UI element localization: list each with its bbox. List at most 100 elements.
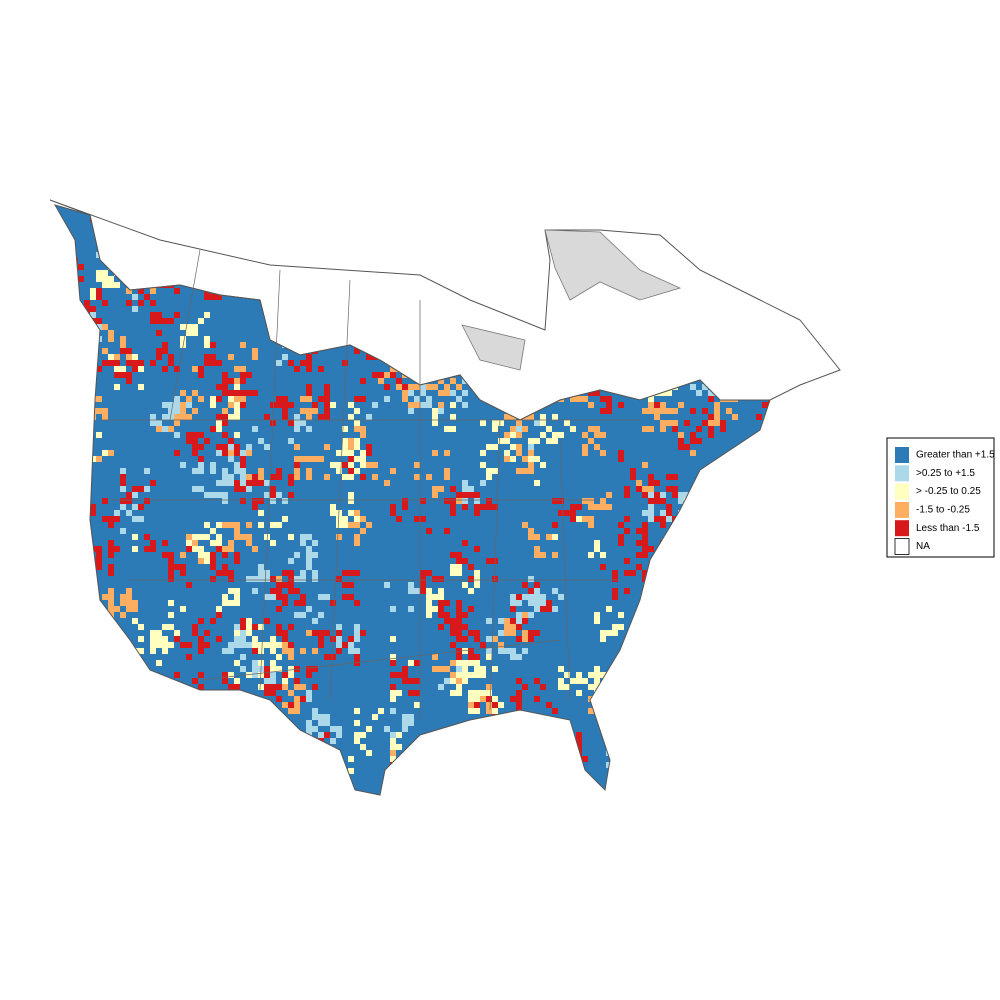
trend-cell: [84, 726, 90, 732]
trend-cell: [624, 810, 630, 816]
trend-cell: [252, 228, 258, 234]
trend-cell: [378, 264, 384, 270]
trend-cell: [240, 654, 246, 660]
trend-cell: [300, 696, 306, 702]
trend-cell: [696, 720, 702, 726]
trend-cell: [522, 714, 528, 720]
trend-cell: [312, 630, 318, 636]
trend-cell: [210, 234, 216, 240]
trend-cell: [72, 486, 78, 492]
trend-cell: [366, 750, 372, 756]
trend-cell: [330, 726, 336, 732]
trend-cell: [726, 246, 732, 252]
trend-cell: [192, 240, 198, 246]
trend-cell: [486, 222, 492, 228]
trend-cell: [84, 336, 90, 342]
trend-cell: [786, 444, 792, 450]
trend-cell: [528, 222, 534, 228]
trend-cell: [552, 438, 558, 444]
trend-cell: [480, 786, 486, 792]
trend-cell: [72, 342, 78, 348]
trend-cell: [96, 366, 102, 372]
trend-cell: [726, 456, 732, 462]
trend-cell: [90, 312, 96, 318]
trend-cell: [558, 732, 564, 738]
trend-cell: [84, 762, 90, 768]
trend-cell: [306, 534, 312, 540]
trend-cell: [516, 420, 522, 426]
trend-cell: [252, 240, 258, 246]
trend-cell: [600, 636, 606, 642]
trend-cell: [678, 756, 684, 762]
trend-cell: [726, 756, 732, 762]
trend-cell: [240, 402, 246, 408]
trend-cell: [390, 690, 396, 696]
trend-cell: [162, 768, 168, 774]
trend-cell: [300, 246, 306, 252]
trend-cell: [222, 546, 228, 552]
trend-cell: [342, 594, 348, 600]
trend-cell: [252, 498, 258, 504]
trend-cell: [708, 744, 714, 750]
trend-cell: [438, 594, 444, 600]
trend-cell: [306, 672, 312, 678]
trend-cell: [168, 570, 174, 576]
trend-cell: [768, 612, 770, 618]
trend-cell: [102, 786, 108, 792]
trend-cell: [270, 594, 276, 600]
trend-cell: [180, 408, 186, 414]
trend-cell: [174, 636, 180, 642]
trend-cell: [780, 768, 786, 774]
trend-cell: [564, 222, 570, 228]
trend-cell: [72, 390, 78, 396]
trend-cell: [132, 492, 138, 498]
trend-cell: [210, 780, 216, 786]
trend-cell: [492, 240, 498, 246]
trend-cell: [738, 708, 744, 714]
trend-cell: [192, 228, 198, 234]
trend-cell: [162, 540, 168, 546]
trend-cell: [762, 540, 768, 546]
trend-cell: [756, 684, 762, 690]
trend-cell: [426, 240, 432, 246]
trend-cell: [198, 210, 204, 216]
trend-cell: [114, 384, 120, 390]
trend-cell: [348, 594, 354, 600]
trend-cell: [354, 348, 360, 354]
trend-cell: [312, 228, 318, 234]
trend-cell: [642, 552, 648, 558]
trend-cell: [768, 420, 770, 426]
trend-cell: [774, 774, 780, 780]
trend-cell: [564, 786, 570, 792]
trend-cell: [252, 624, 258, 630]
trend-cell: [666, 486, 672, 492]
trend-cell: [648, 594, 654, 600]
trend-cell: [588, 672, 594, 678]
trend-cell: [750, 696, 756, 702]
trend-cell: [432, 240, 438, 246]
trend-cell: [168, 318, 174, 324]
trend-cell: [156, 330, 162, 336]
trend-cell: [108, 780, 114, 786]
trend-cell: [714, 756, 720, 762]
trend-cell: [186, 228, 192, 234]
trend-cell: [648, 480, 654, 486]
trend-cell: [624, 516, 630, 522]
trend-cell: [504, 738, 510, 744]
trend-cell: [90, 666, 96, 672]
trend-cell: [72, 642, 78, 648]
trend-cell: [336, 228, 342, 234]
trend-cell: [654, 684, 660, 690]
trend-cell: [186, 642, 192, 648]
trend-cell: [234, 240, 240, 246]
trend-cell: [234, 486, 240, 492]
trend-cell: [246, 642, 252, 648]
trend-cell: [534, 696, 540, 702]
trend-cell: [660, 714, 666, 720]
trend-cell: [246, 390, 252, 396]
trend-cell: [582, 444, 588, 450]
trend-cell: [486, 702, 492, 708]
trend-cell: [600, 432, 606, 438]
trend-cell: [546, 600, 552, 606]
trend-cell: [234, 558, 240, 564]
